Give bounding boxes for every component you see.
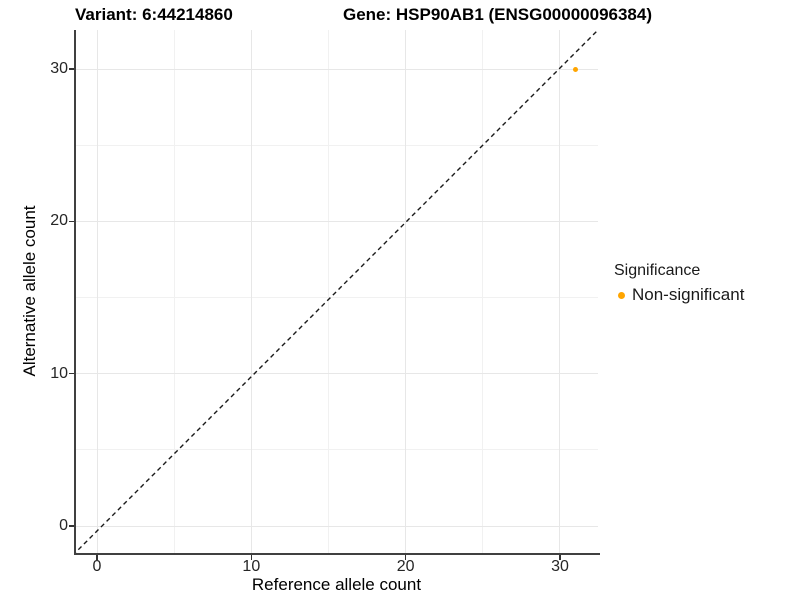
gridline-x-minor: [482, 30, 484, 553]
gridline-y-major: [75, 525, 598, 527]
gridline-y-minor: [75, 297, 598, 298]
y-tick-mark: [69, 68, 74, 70]
x-tick-mark: [96, 555, 98, 560]
y-tick-label: 30: [50, 60, 68, 77]
y-axis-line: [74, 30, 76, 555]
legend-title: Significance: [614, 262, 701, 279]
gridline-y-major: [75, 373, 598, 375]
gridline-x-major: [405, 30, 407, 553]
y-tick-label: 0: [59, 517, 68, 534]
x-tick-mark: [250, 555, 253, 560]
legend-key-dot-icon: [618, 291, 625, 299]
legend-item: Non-significant: [614, 285, 744, 305]
x-tick-label: 10: [242, 558, 261, 575]
gridline-y-minor: [75, 144, 598, 146]
gridline-y-minor: [75, 449, 598, 451]
variant-title: Variant: 6:44214860: [75, 5, 233, 24]
y-tick-label: 20: [50, 212, 68, 230]
identity-dashed-line: [75, 30, 598, 553]
gridline-y-major: [75, 68, 598, 70]
x-tick-mark: [559, 555, 561, 560]
gridline-x-major: [559, 30, 561, 553]
y-tick-mark: [69, 220, 74, 223]
gridline-y-major: [75, 220, 598, 222]
x-axis-line: [74, 553, 600, 555]
gridline-x-major: [96, 30, 98, 553]
gene-title: Gene: HSP90AB1 (ENSG00000096384): [343, 5, 652, 24]
gridline-x-minor: [327, 30, 329, 553]
legend: Significance Non-significant: [614, 262, 744, 305]
data-point: [572, 66, 578, 72]
y-tick-label: 10: [50, 364, 68, 382]
x-tick-label: 0: [92, 558, 102, 575]
gridline-x-major: [250, 30, 252, 553]
x-axis-title: Reference allele count: [251, 575, 422, 594]
x-tick-mark: [404, 555, 407, 560]
legend-item-label: Non-significant: [632, 285, 745, 304]
gridline-x-minor: [173, 30, 175, 553]
y-tick-mark: [69, 372, 74, 375]
y-tick-mark: [69, 525, 74, 527]
plot-panel: [75, 30, 598, 553]
x-tick-label: 30: [551, 558, 569, 575]
x-tick-label: 20: [396, 558, 415, 575]
